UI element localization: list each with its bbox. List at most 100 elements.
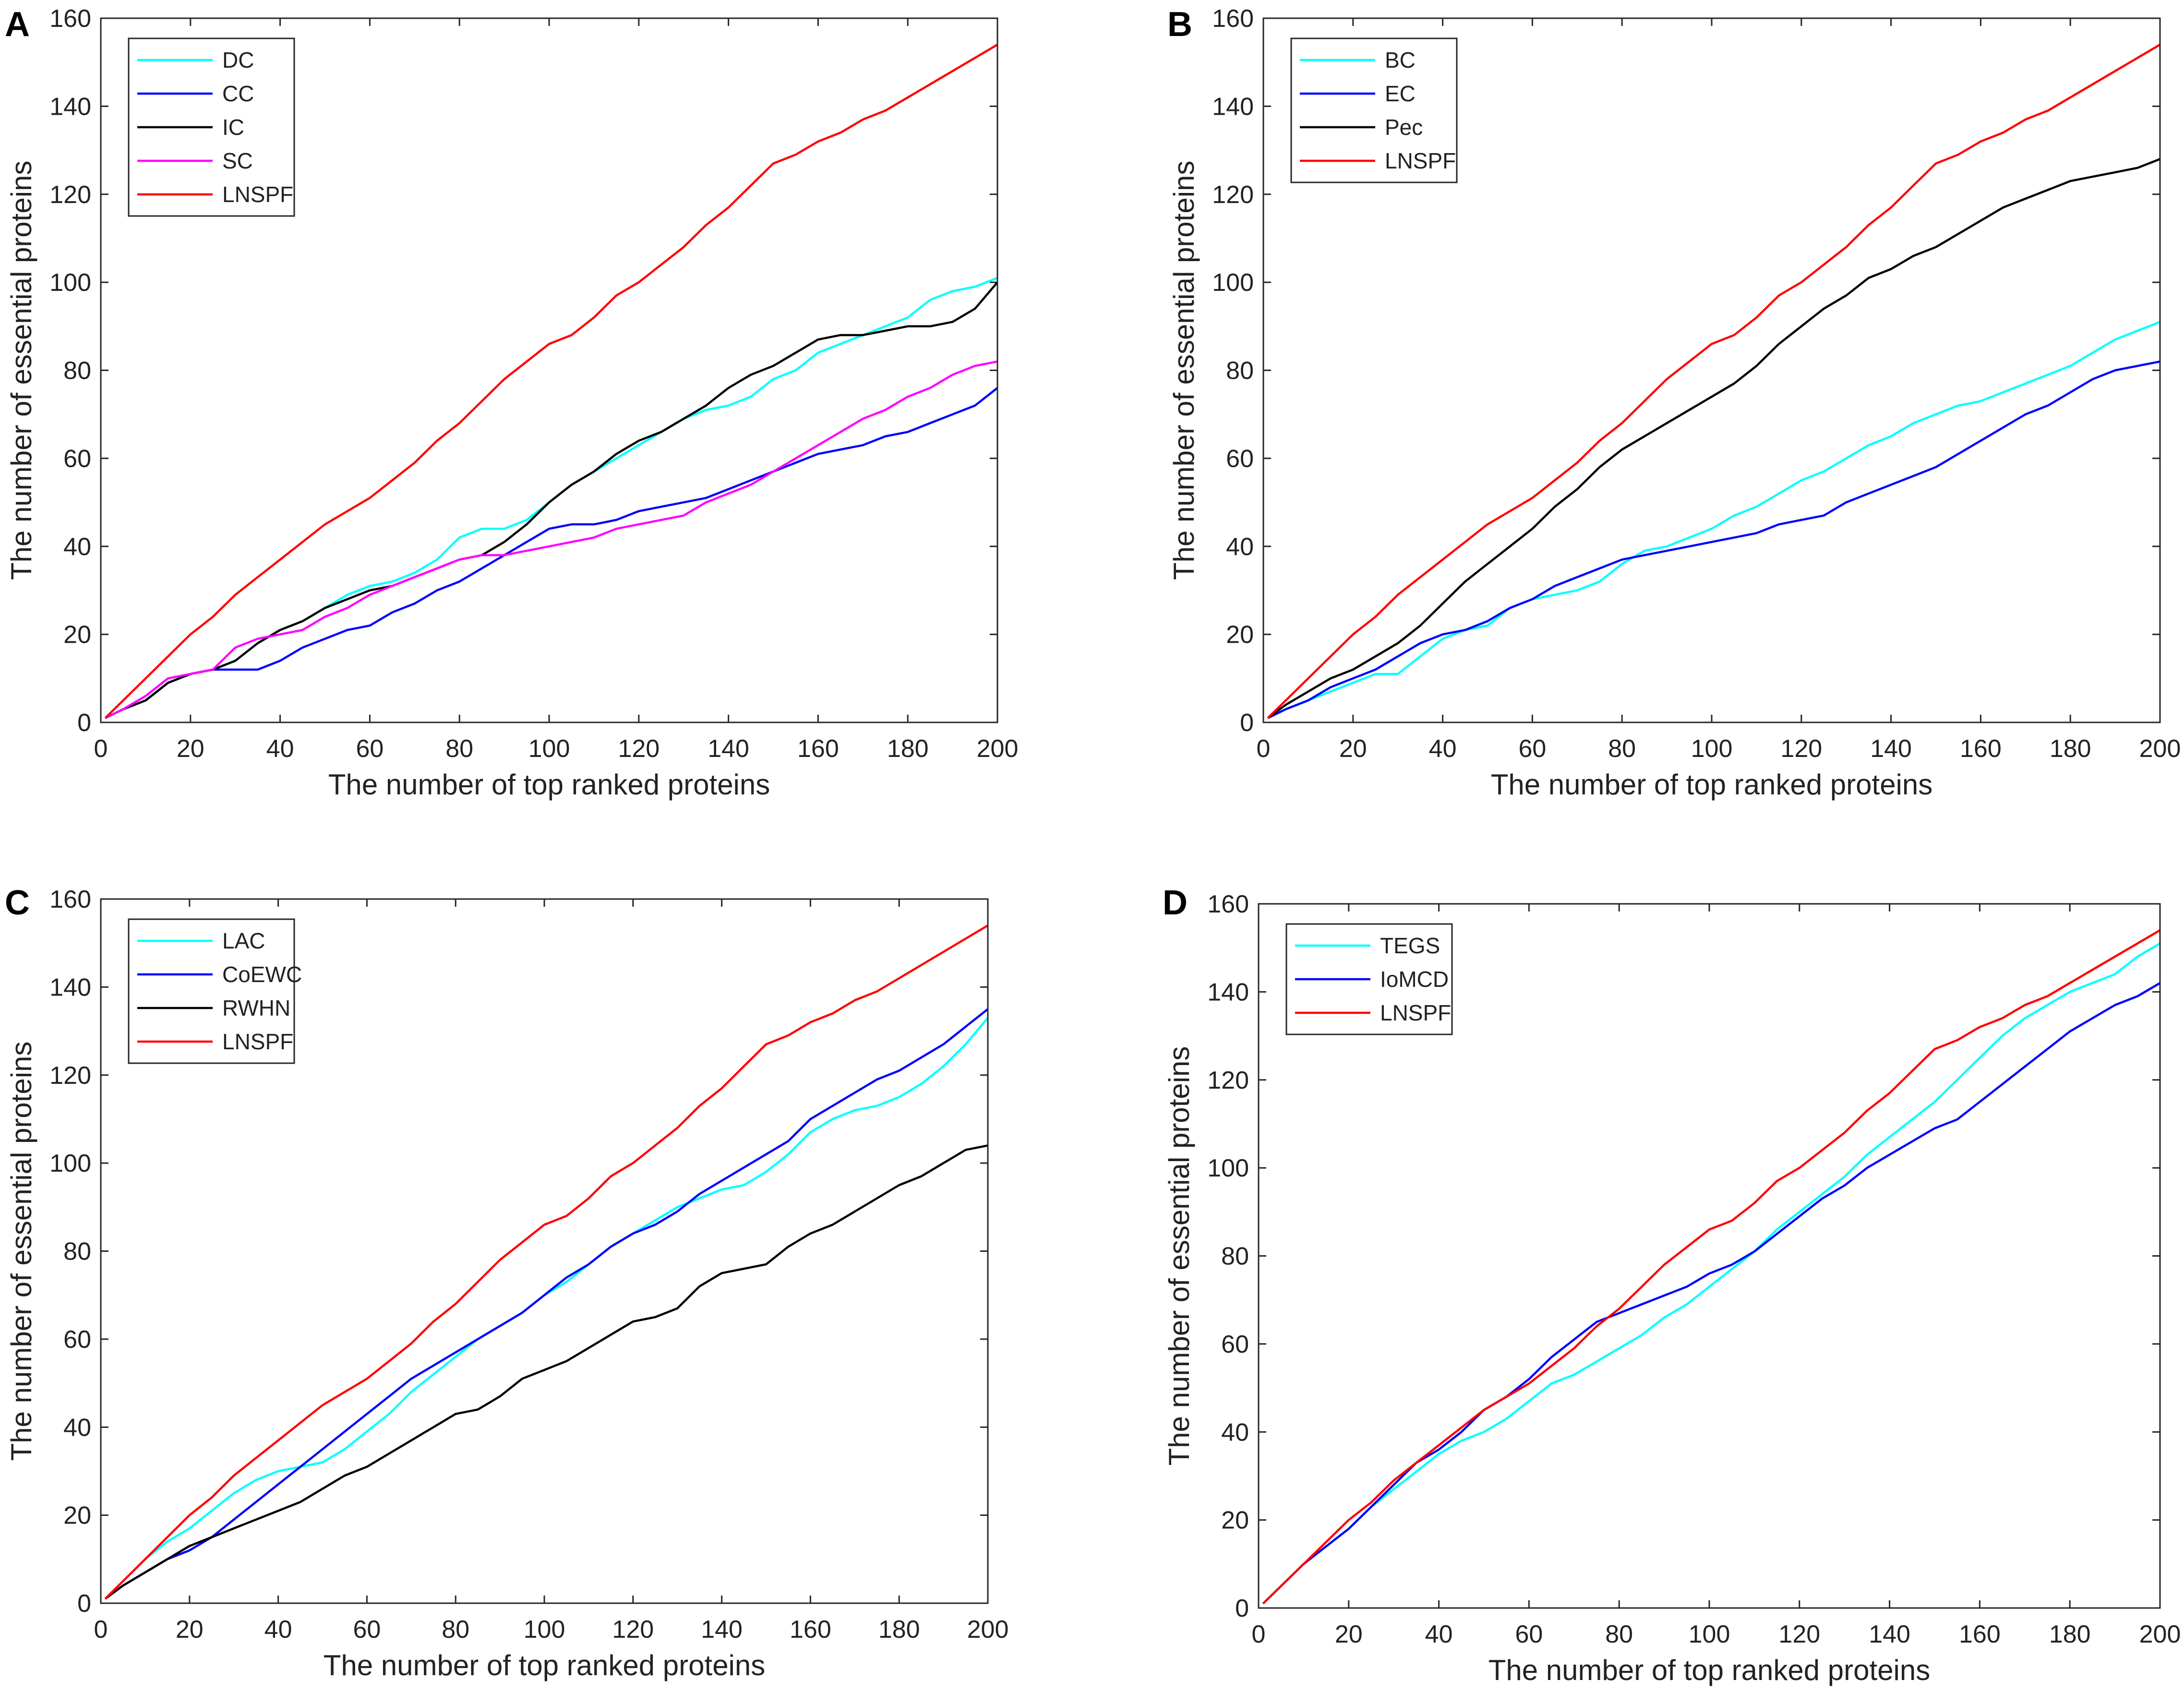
x-axis-label: The number of top ranked proteins <box>328 768 770 801</box>
series-line-sc <box>105 360 998 719</box>
legend-label: LNSPF <box>1380 1000 1451 1025</box>
series-line-pec <box>1267 158 2160 719</box>
y-tick-label: 40 <box>1221 1418 1249 1446</box>
y-tick-label: 60 <box>63 445 91 473</box>
legend: TEGS IoMCD LNSPF <box>1285 923 1453 1035</box>
y-tick-label: 20 <box>1226 621 1254 649</box>
legend-box <box>128 918 295 1064</box>
x-tick-label: 80 <box>1608 735 1636 763</box>
y-tick-label: 0 <box>77 1590 91 1618</box>
chart-panel-c: C 0 20 40 60 80 100 120 140 160 180 200 0 20 40 60 80 100… <box>5 884 1008 1681</box>
y-tick-label: 80 <box>1226 357 1254 385</box>
legend-label: CoEWC <box>222 962 302 987</box>
y-tick-label: 120 <box>1207 1067 1249 1094</box>
y-tick-label: 100 <box>1212 269 1254 297</box>
y-tick-label: 20 <box>63 1502 91 1530</box>
x-tick-label: 100 <box>1689 1620 1730 1648</box>
y-tick-label: 60 <box>1221 1331 1249 1358</box>
x-tick-label: 80 <box>1605 1620 1633 1648</box>
x-tick-label: 20 <box>1339 735 1367 763</box>
legend-label: RWHN <box>222 996 290 1020</box>
x-tick-label: 60 <box>1515 1620 1543 1648</box>
series-line-rwhn <box>104 1144 988 1600</box>
y-tick-label: 140 <box>49 93 91 120</box>
legend-label: IC <box>222 115 244 140</box>
x-axis-label: The number of top ranked proteins <box>1488 1654 1931 1686</box>
x-tick-label: 40 <box>264 1616 292 1644</box>
x-tick-label: 60 <box>1518 735 1546 763</box>
y-tick-label: 80 <box>63 1238 91 1266</box>
x-axis-label: The number of top ranked proteins <box>1491 768 1933 801</box>
x-tick-label: 20 <box>1335 1620 1363 1648</box>
series-line-lnspf <box>1267 44 2161 719</box>
x-tick-label: 60 <box>353 1616 381 1644</box>
legend: DC CC IC SC LNSPF <box>128 37 295 217</box>
x-tick-label: 140 <box>708 735 749 763</box>
y-axis-label: The number of essential proteins <box>5 161 37 580</box>
legend-label: IoMCD <box>1380 967 1449 992</box>
legend-label: EC <box>1385 81 1416 106</box>
y-tick-label: 120 <box>49 181 91 209</box>
chart-panel-a: A 0 20 40 60 80 100 120 140 160 180 200 0 20 40 60 80 100… <box>5 5 1018 801</box>
x-tick-label: 200 <box>977 735 1019 763</box>
legend-label: BC <box>1385 48 1416 72</box>
x-tick-label: 0 <box>1257 735 1271 763</box>
x-tick-label: 180 <box>878 1616 920 1644</box>
legend-box <box>1290 37 1458 183</box>
y-axis-label: The number of essential proteins <box>1163 1046 1195 1466</box>
x-tick-label: 160 <box>790 1616 831 1644</box>
y-tick-label: 20 <box>1221 1507 1249 1535</box>
y-tick-label: 160 <box>1212 5 1254 33</box>
x-tick-label: 140 <box>1869 1620 1910 1648</box>
y-tick-label: 40 <box>63 1414 91 1441</box>
y-tick-label: 140 <box>1212 93 1254 120</box>
y-tick-label: 120 <box>49 1062 91 1090</box>
legend-label: LAC <box>222 928 265 953</box>
x-tick-label: 80 <box>442 1616 469 1644</box>
y-tick-label: 80 <box>63 357 91 385</box>
y-axis-label: The number of essential proteins <box>1168 161 1200 580</box>
x-tick-label: 200 <box>2139 735 2181 763</box>
panel-letter: D <box>1163 884 1188 922</box>
series-line-lnspf <box>104 44 998 719</box>
series-line-lnspf <box>1262 929 2161 1605</box>
panel-letter: C <box>5 884 30 922</box>
y-tick-label: 40 <box>63 533 91 561</box>
axes-box <box>1258 903 2161 1609</box>
series-line-lnspf <box>104 924 989 1600</box>
x-tick-label: 20 <box>177 735 204 763</box>
y-tick-label: 160 <box>49 886 91 913</box>
x-tick-label: 120 <box>1780 735 1822 763</box>
legend: BC EC Pec LNSPF <box>1290 37 1458 183</box>
x-tick-label: 40 <box>1429 735 1457 763</box>
y-tick-label: 160 <box>49 5 91 33</box>
x-tick-label: 160 <box>1959 1620 2001 1648</box>
y-tick-label: 100 <box>49 1150 91 1177</box>
x-tick-label: 40 <box>266 735 294 763</box>
y-tick-label: 60 <box>1226 445 1254 473</box>
x-tick-label: 160 <box>1960 735 2002 763</box>
x-tick-label: 200 <box>2139 1620 2181 1648</box>
y-tick-label: 0 <box>1240 709 1254 737</box>
y-tick-label: 60 <box>63 1326 91 1354</box>
chart-panel-b: B 0 20 40 60 80 100 120 140 160 180 200 0 20 40 60 80 100… <box>1167 5 2181 801</box>
y-tick-label: 160 <box>1207 890 1249 918</box>
x-tick-label: 180 <box>887 735 929 763</box>
chart-panel-d: D 0 20 40 60 80 100 120 140 160 180 200 0 20 40 60 80 100… <box>1163 884 2181 1686</box>
x-tick-label: 100 <box>524 1616 565 1644</box>
legend-label: TEGS <box>1380 933 1440 958</box>
x-tick-label: 180 <box>2050 735 2091 763</box>
x-tick-label: 80 <box>445 735 473 763</box>
y-tick-label: 40 <box>1226 533 1254 561</box>
axes-box <box>1262 17 2161 723</box>
y-tick-label: 140 <box>49 973 91 1001</box>
x-axis-label: The number of top ranked proteins <box>324 1649 766 1681</box>
series-line-tegs <box>1262 942 2161 1605</box>
legend-label: DC <box>222 48 254 72</box>
x-tick-label: 200 <box>967 1616 1009 1644</box>
series-line-bc <box>1267 321 2160 719</box>
y-tick-label: 20 <box>63 621 91 649</box>
series-line-ic <box>105 281 998 719</box>
x-tick-label: 140 <box>1870 735 1912 763</box>
